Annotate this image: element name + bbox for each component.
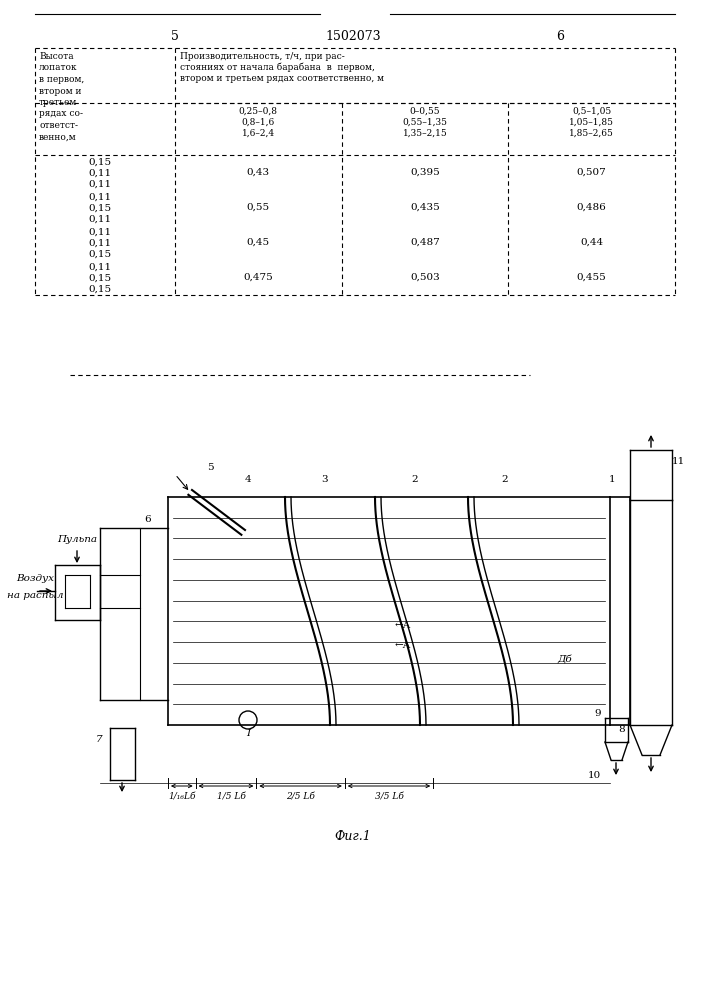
Text: третьем: третьем — [39, 98, 77, 107]
Text: 2: 2 — [502, 476, 508, 485]
Text: 1,6–2,4: 1,6–2,4 — [242, 129, 275, 138]
Text: Пульпа: Пульпа — [57, 535, 97, 544]
Text: 0,395: 0,395 — [410, 167, 440, 176]
Text: 2/5 Lб: 2/5 Lб — [286, 793, 315, 802]
Text: 0,11: 0,11 — [88, 263, 112, 272]
Text: стояниях от начала барабана  в  первом,: стояниях от начала барабана в первом, — [180, 63, 375, 73]
Text: 5: 5 — [206, 462, 214, 472]
Text: 0,25–0,8: 0,25–0,8 — [239, 107, 278, 116]
Text: 1502073: 1502073 — [325, 30, 381, 43]
Text: 0,8–1,6: 0,8–1,6 — [242, 118, 275, 127]
Text: 5: 5 — [171, 30, 179, 43]
Text: 0,15: 0,15 — [88, 204, 112, 213]
Text: 0,45: 0,45 — [247, 237, 270, 246]
Text: лопаток: лопаток — [39, 64, 78, 73]
Text: 0,15: 0,15 — [88, 285, 112, 294]
Text: 0,15: 0,15 — [88, 274, 112, 283]
Text: 1/₁₆Lб: 1/₁₆Lб — [168, 793, 196, 802]
Text: 6: 6 — [556, 30, 564, 43]
Text: 7: 7 — [96, 736, 103, 744]
Text: 0,475: 0,475 — [243, 272, 273, 282]
Text: 0,5–1,05: 0,5–1,05 — [572, 107, 612, 116]
Text: ответст-: ответст- — [39, 121, 78, 130]
Text: 2: 2 — [411, 476, 419, 485]
Text: 0,487: 0,487 — [410, 237, 440, 246]
Text: ←A: ←A — [395, 620, 411, 630]
Text: 0,11: 0,11 — [88, 239, 112, 248]
Text: 4: 4 — [245, 476, 251, 485]
Text: I: I — [246, 728, 250, 738]
Text: 0,15: 0,15 — [88, 250, 112, 259]
Text: 8: 8 — [619, 726, 625, 734]
Text: втором и: втором и — [39, 87, 81, 96]
Text: 0,11: 0,11 — [88, 180, 112, 189]
Text: 0,11: 0,11 — [88, 215, 112, 224]
Text: Производительность, т/ч, при рас-: Производительность, т/ч, при рас- — [180, 52, 345, 61]
Text: 6: 6 — [145, 516, 151, 524]
Text: 11: 11 — [672, 458, 684, 466]
Text: Высота: Высота — [39, 52, 74, 61]
Text: 0,55–1,35: 0,55–1,35 — [402, 118, 448, 127]
Text: 1: 1 — [609, 476, 615, 485]
Text: 0,11: 0,11 — [88, 193, 112, 202]
Text: втором и третьем рядах соответственно, м: втором и третьем рядах соответственно, м — [180, 74, 384, 83]
Text: 0,11: 0,11 — [88, 228, 112, 237]
Text: 10: 10 — [588, 770, 601, 780]
Text: Дб: Дб — [558, 656, 573, 664]
Text: 3/5 Lб: 3/5 Lб — [375, 793, 404, 802]
Text: в первом,: в первом, — [39, 75, 84, 84]
Text: 0,15: 0,15 — [88, 158, 112, 167]
Text: 0,507: 0,507 — [577, 167, 607, 176]
Text: 0,43: 0,43 — [247, 167, 270, 176]
Text: 0,455: 0,455 — [577, 272, 607, 282]
Text: 0,44: 0,44 — [580, 237, 603, 246]
Text: Воздух: Воздух — [16, 574, 54, 583]
Text: рядах со-: рядах со- — [39, 109, 83, 118]
Text: 0,11: 0,11 — [88, 169, 112, 178]
Text: 0,503: 0,503 — [410, 272, 440, 282]
Text: 3: 3 — [322, 476, 328, 485]
Text: венно,м: венно,м — [39, 132, 76, 141]
Text: 0,435: 0,435 — [410, 202, 440, 212]
Text: 1,35–2,15: 1,35–2,15 — [402, 129, 448, 138]
Text: 0,486: 0,486 — [577, 202, 607, 212]
Text: 9: 9 — [595, 708, 601, 718]
Text: 0–0,55: 0–0,55 — [409, 107, 440, 116]
Text: 1/5 Lб: 1/5 Lб — [216, 793, 245, 802]
Text: ←A: ←A — [395, 641, 411, 650]
Text: Фиг.1: Фиг.1 — [334, 830, 371, 843]
Text: 1,05–1,85: 1,05–1,85 — [569, 118, 614, 127]
Text: 1,85–2,65: 1,85–2,65 — [569, 129, 614, 138]
Text: на распыл: на распыл — [7, 591, 63, 600]
Text: 0,55: 0,55 — [247, 202, 270, 212]
